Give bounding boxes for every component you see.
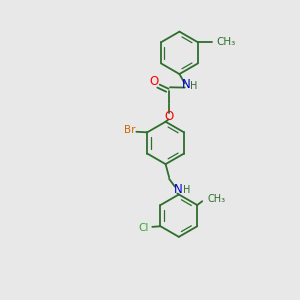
Text: O: O	[164, 110, 173, 123]
Text: CH₃: CH₃	[217, 37, 236, 47]
Text: H: H	[182, 185, 190, 195]
Text: CH₃: CH₃	[207, 194, 225, 204]
Text: N: N	[174, 183, 182, 196]
Text: O: O	[149, 75, 158, 88]
Text: Cl: Cl	[139, 223, 149, 233]
Text: N: N	[182, 77, 190, 91]
Text: H: H	[190, 81, 197, 92]
Text: Br: Br	[124, 125, 135, 135]
